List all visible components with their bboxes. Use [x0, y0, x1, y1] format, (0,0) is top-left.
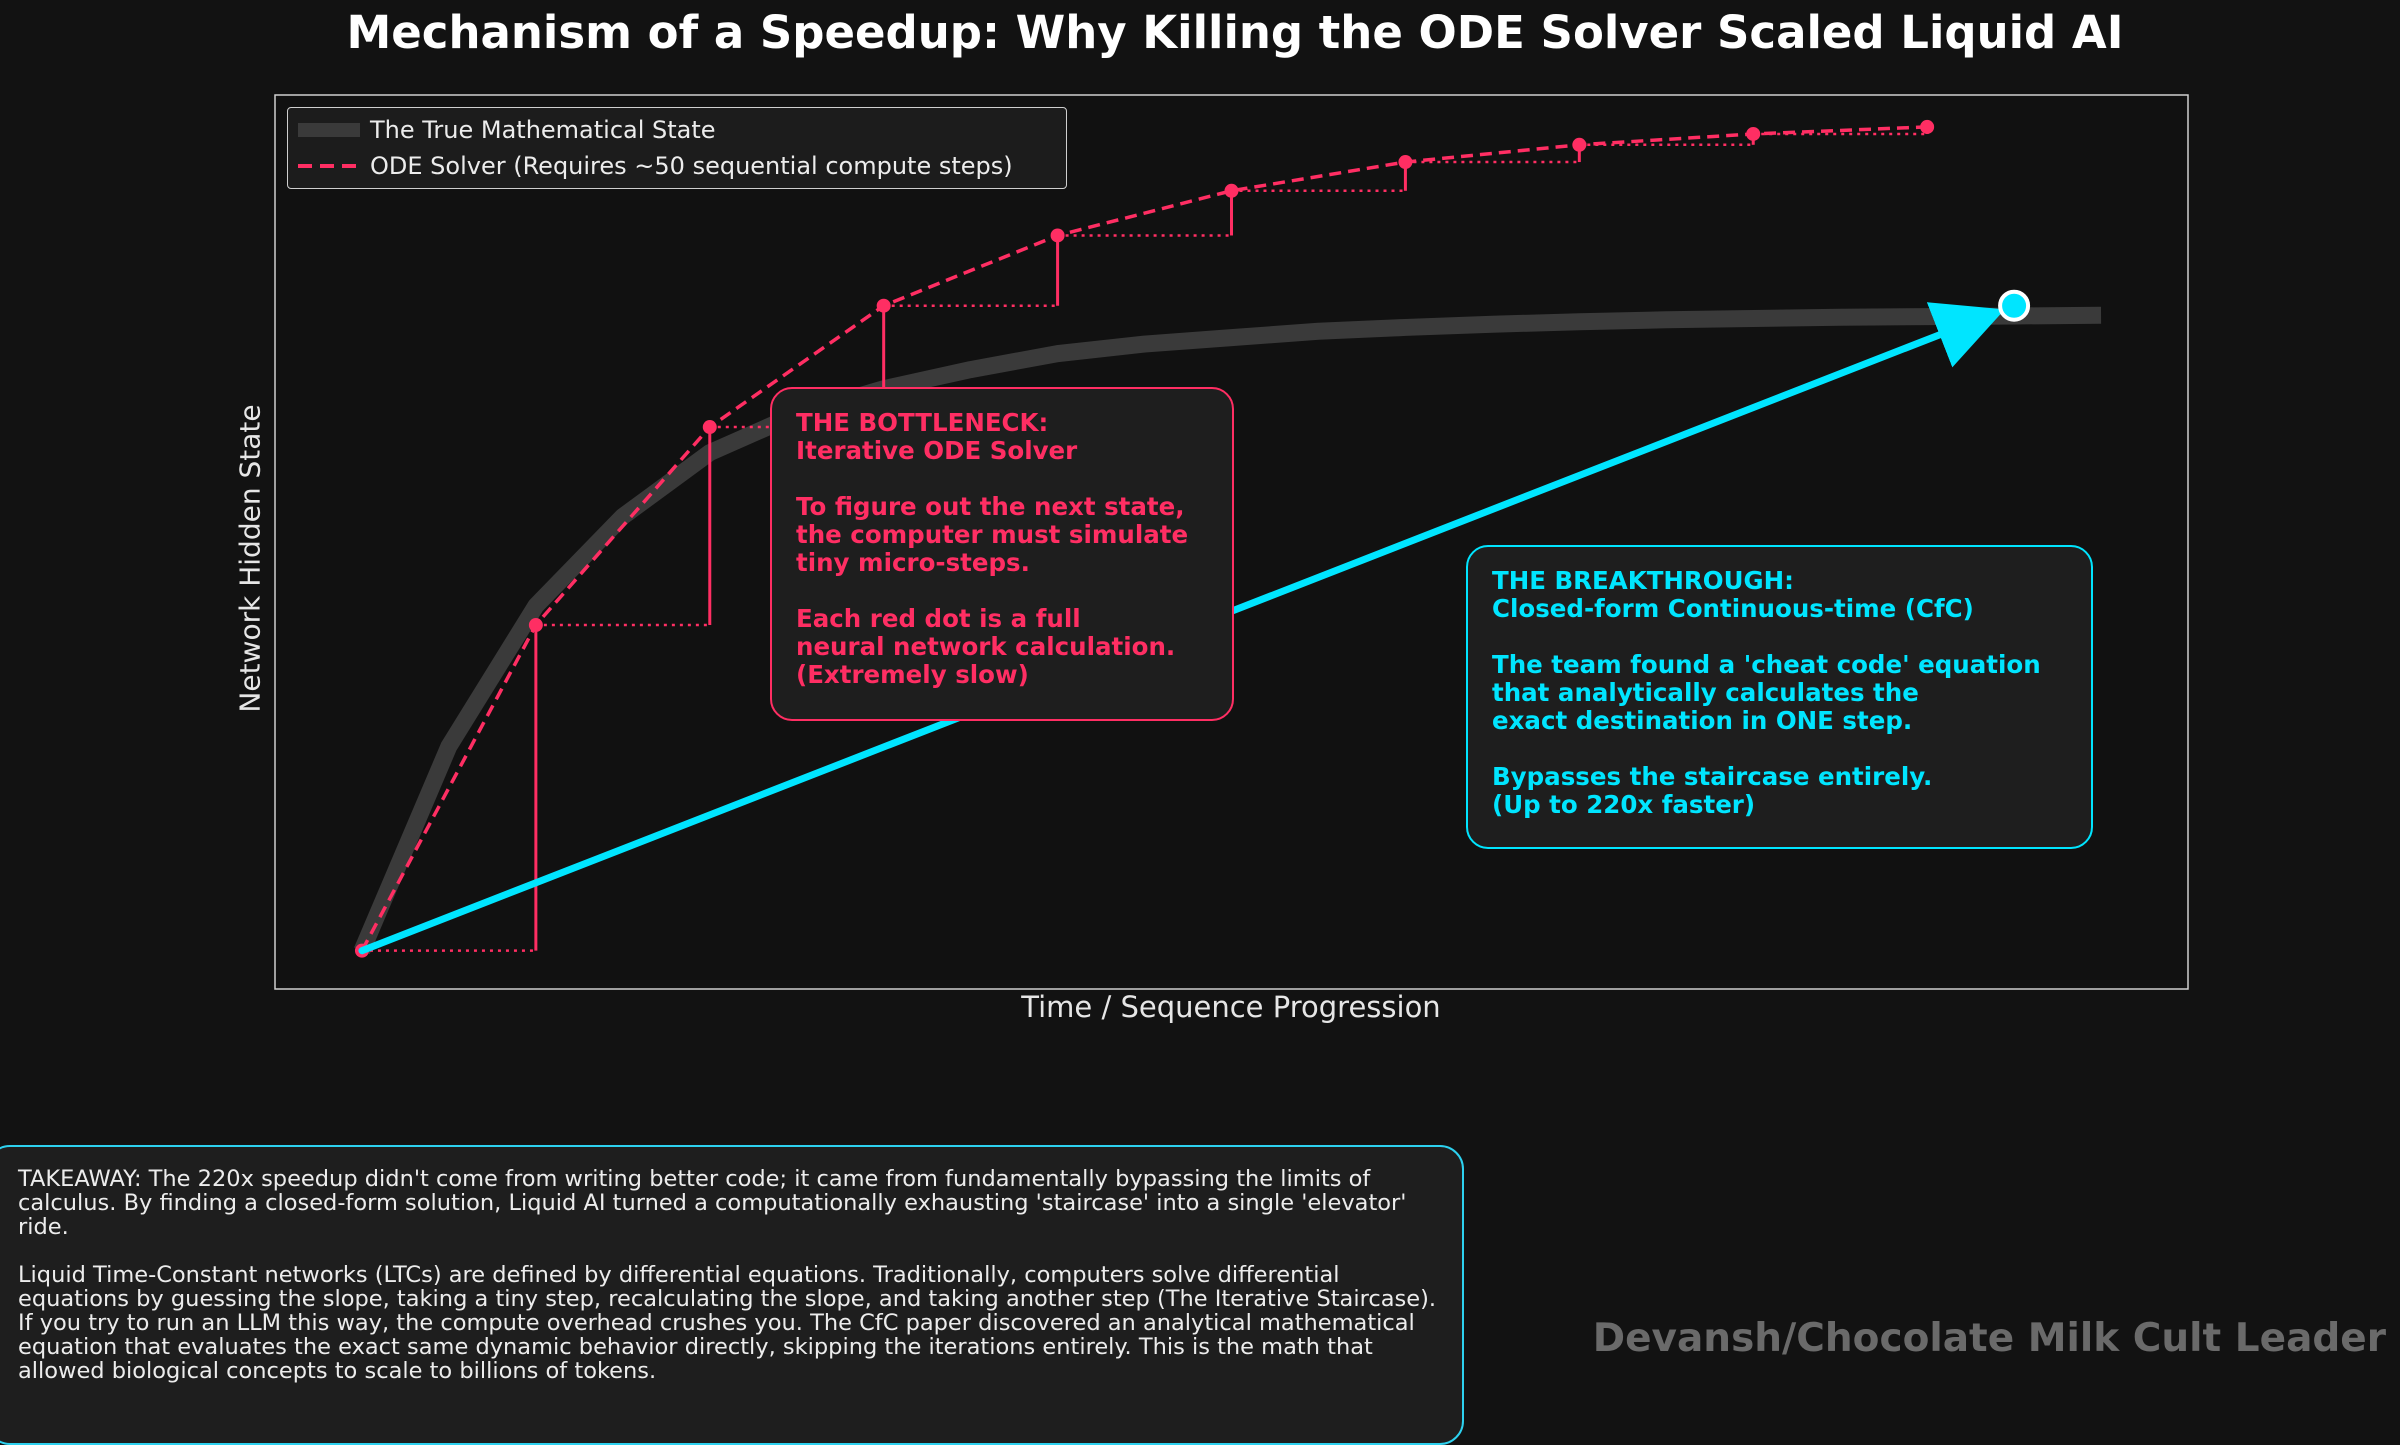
ode-solver-line	[360, 125, 1928, 952]
breakthrough-callout: THE BREAKTHROUGH: Closed-form Continuous…	[1466, 545, 2093, 849]
ode-point	[1572, 137, 1587, 152]
legend-swatch-ode	[298, 164, 360, 168]
watermark: Devansh/Chocolate Milk Cult Leader	[1592, 1316, 2386, 1361]
ode-point	[876, 298, 891, 313]
x-axis-label: Time / Sequence Progression	[1021, 990, 1441, 1024]
takeaway-paragraph-2: Liquid Time-Constant networks (LTCs) are…	[18, 1262, 1444, 1384]
ode-point	[528, 618, 543, 633]
legend-label-true-state: The True Mathematical State	[370, 116, 716, 144]
takeaway-box: TAKEAWAY: The 220x speedup didn't come f…	[0, 1145, 1464, 1445]
ode-point	[1224, 183, 1239, 198]
ode-point	[702, 420, 717, 435]
cfc-endpoint	[1998, 289, 2031, 322]
ode-point	[1746, 126, 1761, 141]
ode-point	[1920, 119, 1935, 134]
ode-point	[1050, 228, 1065, 243]
bottleneck-callout: THE BOTTLENECK: Iterative ODE Solver To …	[770, 387, 1234, 721]
legend-label-ode: ODE Solver (Requires ~50 sequential comp…	[370, 152, 1013, 180]
page-title: Mechanism of a Speedup: Why Killing the …	[346, 6, 2124, 59]
takeaway-paragraph-1: TAKEAWAY: The 220x speedup didn't come f…	[18, 1166, 1414, 1240]
legend-swatch-true-state	[298, 123, 360, 137]
legend: The True Mathematical State ODE Solver (…	[287, 107, 1067, 189]
ode-point	[1398, 155, 1413, 170]
y-axis-label: Network Hidden State	[233, 404, 267, 713]
